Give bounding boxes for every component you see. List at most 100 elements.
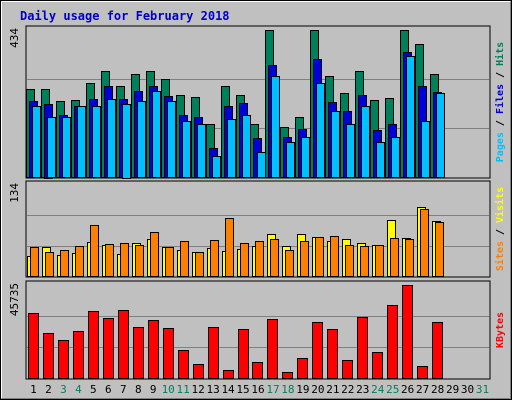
x-tick-label-day-11: 11 (177, 383, 190, 396)
bar-kbytes-day-12 (193, 364, 204, 379)
bar-pages-day-5 (92, 106, 101, 178)
bar-pages-day-23 (361, 106, 370, 178)
bar-pages-day-2 (47, 117, 56, 178)
bar-kbytes-day-5 (88, 311, 99, 379)
bar-pages-day-28 (436, 93, 445, 178)
bar-sites-day-5 (90, 225, 99, 277)
bar-kbytes-day-20 (312, 322, 323, 379)
bar-kbytes-day-18 (282, 372, 293, 379)
bar-sites-day-15 (240, 243, 249, 277)
bar-kbytes-day-22 (342, 360, 353, 379)
bar-pages-day-4 (77, 106, 86, 178)
x-tick-label-day-19: 19 (296, 383, 309, 396)
x-tick-label-day-23: 23 (356, 383, 369, 396)
bar-pages-day-18 (286, 142, 295, 178)
side-legend-part: Pages (495, 132, 506, 162)
bar-sites-day-3 (60, 250, 69, 277)
bar-pages-day-9 (152, 91, 161, 178)
bar-sites-day-2 (45, 252, 54, 277)
bar-sites-day-20 (315, 237, 324, 277)
bar-pages-day-1 (32, 106, 41, 178)
x-tick-label-day-26: 26 (401, 383, 414, 396)
bar-kbytes-day-27 (417, 366, 428, 379)
bar-pages-day-6 (107, 99, 116, 178)
bar-sites-day-10 (165, 247, 174, 277)
panel-hits-files-pages: 434 Pages / Files / Hits (8, 25, 506, 179)
x-tick-label-day-22: 22 (341, 383, 354, 396)
x-tick-label-day-17: 17 (266, 383, 279, 396)
side-legend-part: KBytes (495, 312, 506, 348)
bar-kbytes-day-28 (432, 322, 443, 379)
side-legend-part: Sites (494, 241, 506, 271)
side-legend-part: Visits (494, 187, 506, 223)
x-tick-label-day-8: 8 (135, 383, 142, 396)
series-kbytes (28, 285, 443, 379)
x-tick-label-day-14: 14 (221, 383, 235, 396)
panels-layer: 434 Pages / Files / Hits 134 Sites / Visits… (8, 25, 506, 380)
side-legend-part: / (495, 114, 506, 132)
bar-kbytes-day-17 (267, 319, 278, 379)
bar-sites-day-11 (180, 241, 189, 277)
x-tick-label-day-30: 30 (461, 383, 474, 396)
bar-pages-day-13 (212, 156, 221, 178)
x-tick-label-day-24: 24 (371, 383, 385, 396)
bar-kbytes-day-19 (297, 358, 308, 379)
bar-sites-day-26 (405, 239, 414, 277)
bar-pages-day-26 (406, 56, 415, 178)
x-tick-label-day-25: 25 (386, 383, 399, 396)
x-tick-label-day-28: 28 (431, 383, 444, 396)
bar-pages-day-15 (242, 115, 251, 178)
side-legend-part: / (495, 66, 506, 84)
bar-sites-day-27 (420, 209, 429, 277)
x-tick-label-day-15: 15 (236, 383, 249, 396)
series-pages (32, 56, 445, 179)
bar-kbytes-day-8 (133, 327, 144, 379)
y-max-label: 134 (8, 183, 21, 203)
side-legend-part: Hits (494, 42, 506, 66)
bar-kbytes-day-15 (238, 329, 249, 379)
bar-kbytes-day-23 (357, 317, 368, 379)
x-tick-label-day-6: 6 (105, 383, 112, 396)
side-legend: Sites / Visits (494, 187, 506, 271)
x-tick-label-day-5: 5 (90, 383, 97, 396)
bar-kbytes-day-6 (103, 318, 114, 379)
bar-kbytes-day-3 (58, 340, 69, 379)
bar-kbytes-day-11 (178, 350, 189, 379)
bar-sites-day-13 (210, 240, 219, 277)
x-tick-label-day-20: 20 (311, 383, 324, 396)
panel-visits-sites: 134 Sites / Visits (8, 180, 506, 278)
bar-pages-day-21 (331, 111, 340, 178)
x-tick-label-day-29: 29 (446, 383, 459, 396)
bar-kbytes-day-21 (327, 329, 338, 379)
bar-pages-day-17 (271, 76, 280, 178)
x-tick-label-day-7: 7 (120, 383, 127, 396)
panel-kbytes: 45735 KBytes (8, 280, 506, 380)
bar-kbytes-day-10 (163, 328, 174, 379)
x-tick-label-day-16: 16 (251, 383, 264, 396)
bar-pages-day-11 (182, 121, 191, 178)
bar-sites-day-19 (300, 241, 309, 277)
bar-sites-day-23 (360, 246, 369, 277)
bar-kbytes-day-16 (252, 362, 263, 379)
bar-kbytes-day-1 (28, 313, 39, 379)
bar-kbytes-day-7 (118, 310, 129, 379)
bar-sites-day-7 (120, 243, 129, 277)
bar-pages-day-10 (167, 101, 176, 178)
x-tick-label-day-12: 12 (192, 383, 205, 396)
bar-sites-day-1 (30, 247, 39, 277)
bar-sites-day-14 (225, 218, 234, 277)
x-tick-label-day-2: 2 (45, 383, 52, 396)
bar-sites-day-24 (375, 245, 384, 277)
side-legend-part: Files (494, 84, 506, 114)
bar-sites-day-6 (105, 244, 114, 277)
x-tick-label-day-10: 10 (162, 383, 175, 396)
bar-kbytes-day-24 (372, 352, 383, 379)
bar-pages-day-19 (301, 137, 310, 178)
bar-pages-day-16 (257, 152, 266, 178)
x-tick-label-day-27: 27 (416, 383, 429, 396)
bar-sites-day-12 (195, 252, 204, 277)
bar-pages-day-22 (346, 124, 355, 178)
bar-pages-day-3 (62, 117, 71, 178)
y-max-label: 45735 (8, 283, 21, 316)
